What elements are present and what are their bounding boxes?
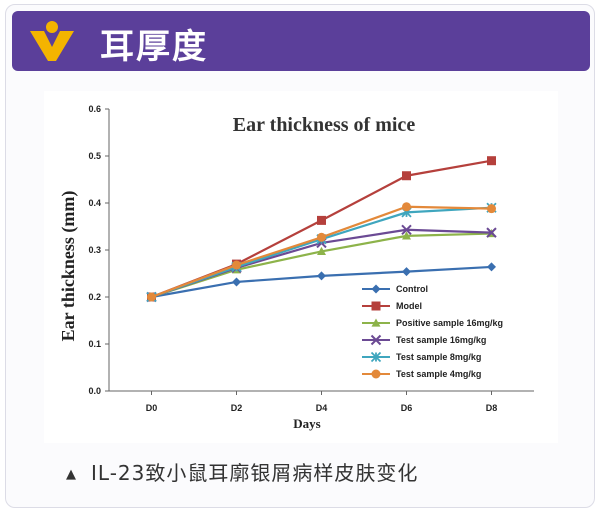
y-tick-label: 0.1 <box>88 339 101 349</box>
marker-stroke <box>370 334 382 346</box>
data-point <box>487 204 496 214</box>
x-tick-label: D6 <box>401 403 413 413</box>
legend-label: Positive sample 16mg/kg <box>396 318 503 328</box>
x-tick-label: D2 <box>231 403 243 413</box>
data-point <box>232 260 241 270</box>
x-axis-label: Days <box>293 416 320 431</box>
legend-swatch-marker <box>371 318 381 327</box>
page-title: 耳厚度 <box>100 27 208 67</box>
header-banner: 耳厚度 <box>12 11 590 71</box>
logo-icon <box>30 21 74 61</box>
axes: 0.0 0.1 0.2 0.3 0.4 0.5 0.6 D0 D2 D4 D6 D8 <box>88 104 534 413</box>
data-point <box>317 271 326 281</box>
legend-item: Test sample 16mg/kg <box>362 334 486 346</box>
data-point <box>486 227 497 238</box>
legend-swatch-marker <box>371 369 381 379</box>
data-point <box>402 231 411 240</box>
data-point <box>232 277 241 287</box>
y-tick-label: 0.3 <box>88 245 101 255</box>
legend-item: Control <box>362 284 428 294</box>
legend-swatch-marker <box>371 284 381 294</box>
data-point <box>402 171 411 181</box>
marker-stroke <box>486 227 497 238</box>
y-tick-label: 0.0 <box>88 386 101 396</box>
data-point <box>317 246 326 256</box>
y-tick-label: 0.2 <box>88 292 101 302</box>
figure-caption: ▲ IL-23致小鼠耳廓银屑病样皮肤变化 <box>66 457 418 486</box>
data-point <box>147 292 156 302</box>
legend-item: Positive sample 16mg/kg <box>362 318 503 328</box>
data-point <box>402 267 411 277</box>
legend-label: Test sample 8mg/kg <box>396 352 481 362</box>
data-point <box>487 156 496 166</box>
legend-label: Test sample 16mg/kg <box>396 335 486 345</box>
legend-item: Model <box>362 301 422 311</box>
y-axis-label: Ear thickness (mm) <box>58 191 79 342</box>
y-tick-label: 0.6 <box>88 104 101 114</box>
x-tick-label: D0 <box>146 403 158 413</box>
data-point <box>401 224 412 235</box>
data-point <box>317 215 326 225</box>
y-tick-label: 0.5 <box>88 151 101 161</box>
series-5 <box>147 202 496 302</box>
legend-swatch-marker <box>370 351 382 363</box>
marker-stroke <box>401 224 412 235</box>
legend-label: Control <box>396 284 428 294</box>
x-tick-label: D4 <box>316 403 328 413</box>
legend-label: Test sample 4mg/kg <box>396 369 481 379</box>
data-point <box>317 232 326 242</box>
triangle-marker-icon: ▲ <box>66 467 77 482</box>
legend-item: Test sample 8mg/kg <box>362 351 481 363</box>
data-point <box>487 262 496 272</box>
chart-card: 耳厚度 Ear thickness of mice 0.0 0.1 0.2 0.3 0.… <box>5 4 595 508</box>
legend-swatch-marker <box>370 334 382 346</box>
legend: Control Model Positive sample 16mg/kg Test … <box>362 284 503 379</box>
x-tick-label: D8 <box>486 403 498 413</box>
data-point <box>402 202 411 212</box>
chart-panel: Ear thickness of mice 0.0 0.1 0.2 0.3 0.4 0.5… <box>44 91 558 443</box>
legend-label: Model <box>396 301 422 311</box>
y-tick-label: 0.4 <box>88 198 101 208</box>
line-chart: Ear thickness of mice 0.0 0.1 0.2 0.3 0.4 0.5… <box>58 104 534 431</box>
legend-swatch-marker <box>371 301 381 311</box>
caption-text: IL-23致小鼠耳廓银屑病样皮肤变化 <box>91 461 419 485</box>
legend-item: Test sample 4mg/kg <box>362 369 481 379</box>
series-layer <box>146 156 497 303</box>
chart-title: Ear thickness of mice <box>233 114 416 136</box>
